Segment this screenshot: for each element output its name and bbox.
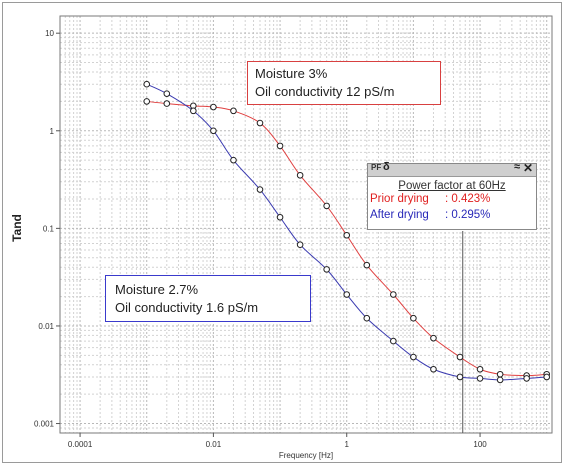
close-icon[interactable]: ✕ xyxy=(522,161,533,175)
moisture-3-annotation: Moisture 3% Oil conductivity 12 pS/m xyxy=(247,61,441,105)
plot-border xyxy=(59,15,553,434)
collapse-icon[interactable]: ≈ xyxy=(513,161,520,173)
annotation-line: Moisture 3% xyxy=(255,66,328,81)
prior-drying-label: Prior drying xyxy=(370,193,429,205)
x-axis-label: Frequency [Hz] xyxy=(279,451,333,460)
x-tick-label: 0.01 xyxy=(206,440,222,449)
data-point xyxy=(296,171,304,179)
data-point xyxy=(430,334,437,342)
series-layer xyxy=(143,80,551,384)
data-point xyxy=(390,291,397,298)
data-point xyxy=(276,213,284,221)
data-point xyxy=(476,365,484,373)
data-point xyxy=(496,370,504,378)
pf-tag: PF xyxy=(371,163,382,172)
y-tick-label: 0.1 xyxy=(43,224,55,233)
panel-header[interactable]: PF δ ≈ ✕ xyxy=(368,161,536,177)
power-factor-panel[interactable]: PF δ ≈ ✕ Power factor at 60Hz Prior dryi… xyxy=(367,161,537,230)
data-point xyxy=(230,156,237,164)
data-point xyxy=(390,337,397,345)
y-tick-label: 0.01 xyxy=(38,322,54,331)
data-point xyxy=(410,314,417,322)
prior-drying-value: : 0.423% xyxy=(445,193,491,205)
data-point xyxy=(296,241,304,249)
data-point xyxy=(323,266,330,273)
prior-drying-row: Prior drying : 0.423% xyxy=(368,193,536,208)
y-axis-label: Tand xyxy=(10,214,24,242)
data-point xyxy=(456,353,464,361)
data-point xyxy=(430,365,437,373)
data-point xyxy=(363,261,371,269)
data-point xyxy=(190,107,197,115)
annotation-line: Oil conductivity 1.6 pS/m xyxy=(115,300,259,315)
annotation-line: Oil conductivity 12 pS/m xyxy=(255,84,395,99)
data-point xyxy=(410,353,417,361)
after-drying-label: After drying xyxy=(370,209,429,221)
data-point xyxy=(256,119,264,127)
data-point xyxy=(210,127,217,135)
axis-ticks: 0.0001 0.01 1 100 10 1 0.1 0.01 0.001 xyxy=(34,29,487,449)
after-drying-value: : 0.295% xyxy=(445,209,491,221)
delta-icon: δ xyxy=(383,161,390,173)
data-point xyxy=(163,100,171,107)
data-point xyxy=(343,231,351,239)
y-tick-label: 1 xyxy=(50,127,55,136)
data-point xyxy=(276,142,284,150)
data-point xyxy=(163,90,171,97)
data-point xyxy=(143,98,151,105)
data-point xyxy=(230,107,237,115)
data-point xyxy=(456,373,464,381)
data-point xyxy=(143,80,151,88)
x-tick-label: 0.0001 xyxy=(68,440,93,449)
data-point xyxy=(496,376,504,384)
panel-title: Power factor at 60Hz xyxy=(398,180,506,192)
data-point xyxy=(256,186,264,193)
data-point xyxy=(523,375,530,382)
y-tick-label: 0.001 xyxy=(34,420,55,429)
x-tick-label: 1 xyxy=(345,440,350,449)
x-tick-label: 100 xyxy=(473,440,487,449)
moisture-2-7-annotation: Moisture 2.7% Oil conductivity 1.6 pS/m xyxy=(105,275,311,322)
data-point xyxy=(343,291,351,298)
data-point xyxy=(323,202,330,210)
data-point xyxy=(543,373,551,381)
data-point xyxy=(363,314,371,322)
data-point xyxy=(476,375,484,382)
annotation-line: Moisture 2.7% xyxy=(115,282,199,297)
y-tick-label: 10 xyxy=(45,29,54,38)
after-drying-row: After drying : 0.295% xyxy=(368,209,536,224)
data-point xyxy=(210,103,217,111)
